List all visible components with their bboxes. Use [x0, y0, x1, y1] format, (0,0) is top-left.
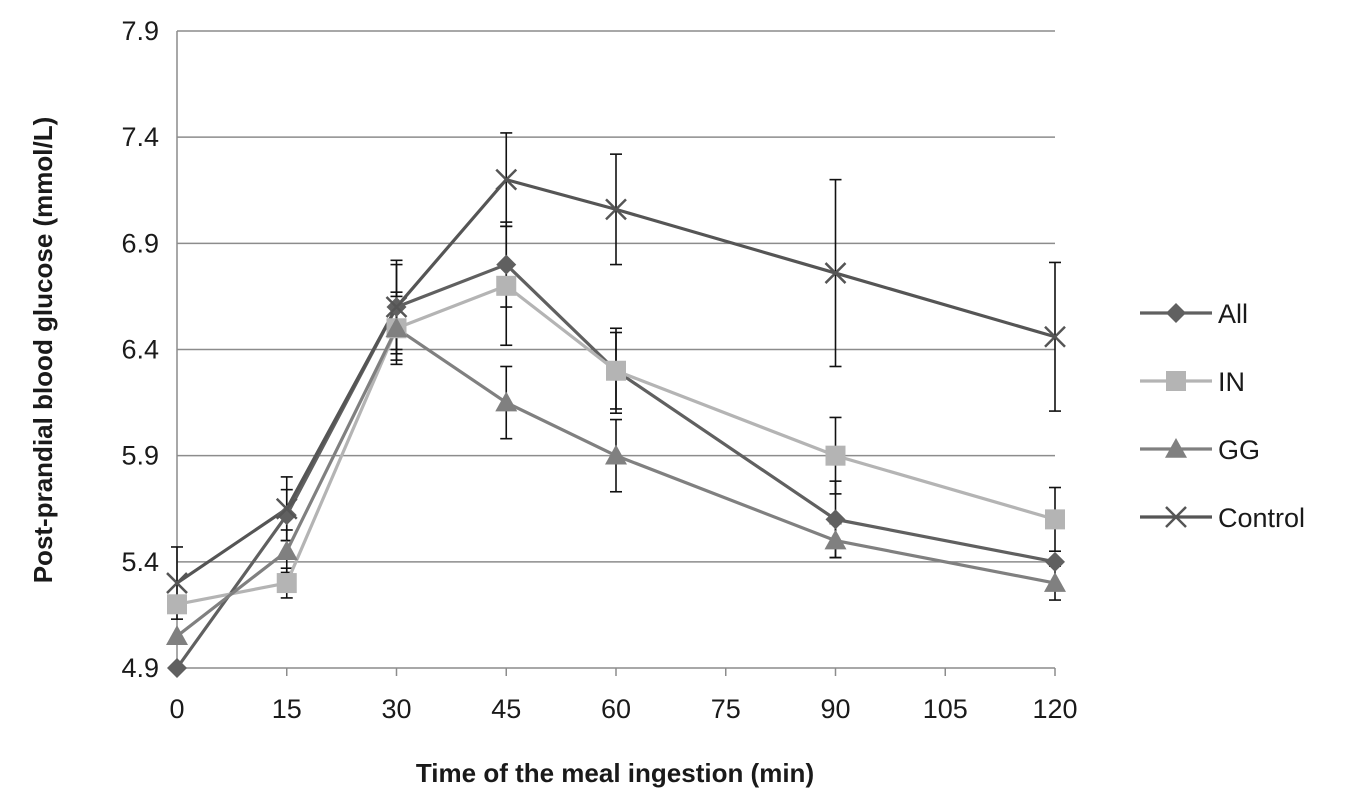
data-point-control: [385, 296, 408, 318]
data-point-control-stroke-b: [605, 198, 627, 221]
data-point-gg: [824, 529, 847, 550]
legend-label-gg: GG: [1218, 435, 1260, 465]
legend: All IN GG Control: [1140, 299, 1305, 533]
legend-item-control: Control: [1140, 503, 1305, 533]
data-point-control: [605, 198, 627, 221]
data-point-control-stroke-b: [495, 168, 518, 191]
data-point-control-stroke-b: [385, 296, 408, 318]
x-tick-label: 15: [272, 694, 302, 724]
data-point-control: [824, 262, 847, 284]
data-point-in: [276, 573, 297, 594]
data-point-gg: [605, 444, 627, 465]
legend-item-all: All: [1140, 299, 1248, 329]
data-point-all: [825, 509, 846, 530]
y-tick-label: 5.4: [121, 547, 159, 577]
x-tick-label: 75: [711, 694, 741, 724]
legend-marker-all: [1166, 303, 1186, 323]
y-tick-label: 6.4: [121, 335, 159, 365]
data-point-control: [166, 572, 188, 594]
data-point-gg: [1044, 572, 1066, 592]
data-point-all: [1045, 551, 1065, 572]
data-point-gg: [166, 625, 188, 645]
y-tick-label: 7.4: [121, 122, 159, 152]
data-point-in: [1045, 509, 1065, 530]
y-tick-label: 7.9: [121, 16, 159, 46]
legend-marker-control-stroke-b: [1165, 506, 1187, 528]
data-point-control-stroke-b: [1044, 325, 1066, 348]
y-axis-title: Post-prandial blood glucose (mmol/L): [28, 117, 58, 584]
x-tick-label: 60: [601, 694, 631, 724]
data-point-in: [606, 360, 626, 381]
data-point-all: [496, 254, 517, 275]
legend-marker-in: [1166, 371, 1186, 391]
data-point-in: [496, 275, 517, 296]
y-tick-label: 5.9: [121, 441, 159, 471]
legend-label-control: Control: [1218, 503, 1305, 533]
x-tick-labels: 0 15 30 45 60 75 90 105 120: [169, 694, 1077, 724]
data-point-in: [167, 594, 187, 615]
data-point-gg: [385, 317, 408, 338]
series-markers: [166, 168, 1066, 678]
x-tick-label: 0: [169, 694, 184, 724]
x-tick-label: 105: [923, 694, 968, 724]
y-tick-label: 4.9: [121, 653, 159, 683]
data-point-control: [1044, 325, 1066, 348]
legend-label-all: All: [1218, 299, 1248, 329]
data-point-control-stroke-b: [275, 497, 298, 520]
data-point-in: [825, 445, 846, 466]
legend-item-in: IN: [1140, 367, 1245, 397]
y-tick-labels: 4.9 5.4 5.9 6.4 6.9 7.4 7.9: [121, 16, 159, 683]
data-point-all: [167, 658, 187, 678]
x-tick-label: 90: [820, 694, 850, 724]
data-point-control: [495, 168, 518, 191]
x-tick-label: 45: [491, 694, 521, 724]
data-point-all: [276, 505, 297, 526]
x-tick-label: 120: [1032, 694, 1077, 724]
data-point-control-stroke-b: [166, 572, 188, 594]
legend-item-gg: GG: [1140, 435, 1260, 465]
data-point-control: [275, 497, 298, 520]
x-axis-title: Time of the meal ingestion (min): [416, 758, 814, 788]
data-point-gg: [275, 540, 298, 561]
legend-marker-gg: [1165, 438, 1187, 458]
legend-marker-control: [1165, 506, 1187, 528]
legend-label-in: IN: [1218, 367, 1245, 397]
data-point-gg: [495, 391, 518, 412]
data-point-control-stroke-b: [824, 262, 847, 284]
x-tick-label: 30: [381, 694, 411, 724]
y-tick-label: 6.9: [121, 228, 159, 258]
